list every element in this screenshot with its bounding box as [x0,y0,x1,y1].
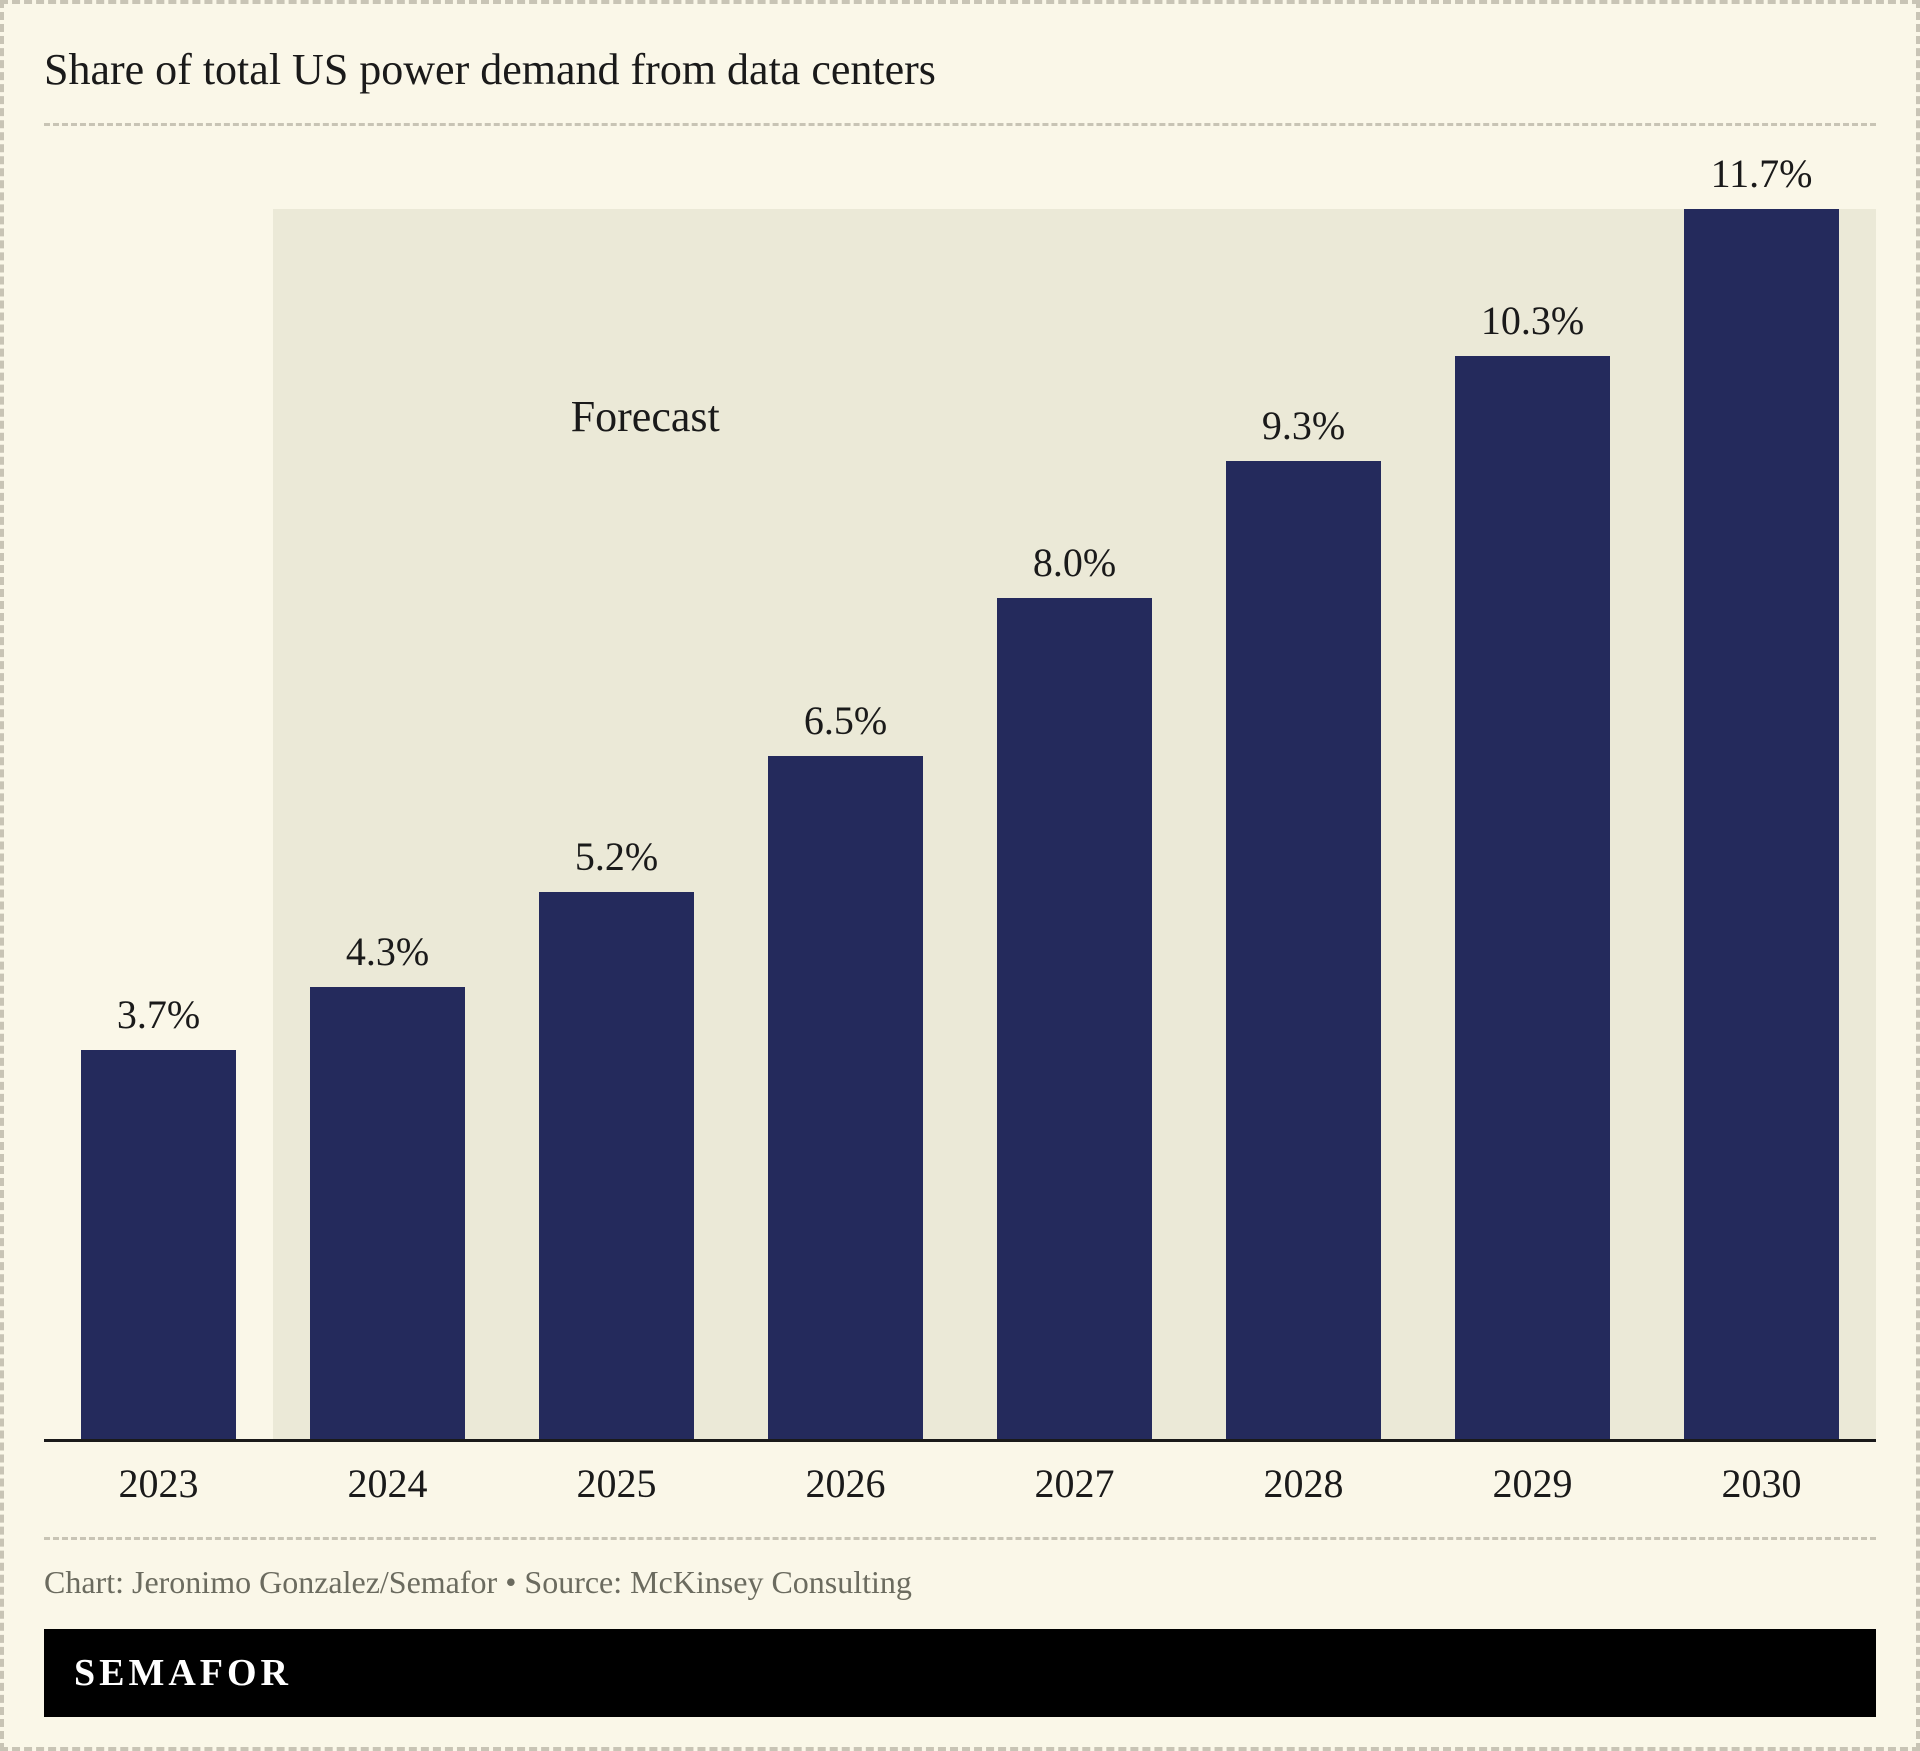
bar [768,756,924,1439]
bar-value-label: 10.3% [1481,297,1584,344]
bar-col: 5.2% [502,146,731,1439]
brand-bar: SEMAFOR [44,1629,1876,1717]
chart-container: Share of total US power demand from data… [0,0,1920,1751]
bar-value-label: 3.7% [117,991,200,1038]
x-axis-label: 2030 [1647,1460,1876,1507]
x-axis-label: 2029 [1418,1460,1647,1507]
bar-col: 6.5% [731,146,960,1439]
x-axis-label: 2028 [1189,1460,1418,1507]
bar-value-label: 4.3% [346,928,429,975]
x-axis-label: 2025 [502,1460,731,1507]
bar [539,892,695,1439]
x-axis-label: 2026 [731,1460,960,1507]
bar-value-label: 5.2% [575,833,658,880]
bar-value-label: 11.7% [1711,150,1813,197]
bar-value-label: 6.5% [804,697,887,744]
x-axis-labels: 20232024202520262027202820292030 [44,1460,1876,1507]
bar [1226,461,1382,1439]
bar-col: 9.3% [1189,146,1418,1439]
brand-text: SEMAFOR [74,1652,292,1694]
bar-col: 10.3% [1418,146,1647,1439]
x-axis-label: 2023 [44,1460,273,1507]
bar-col: 4.3% [273,146,502,1439]
bar [1455,356,1611,1439]
bar [1684,209,1840,1439]
bar-col: 11.7% [1647,146,1876,1439]
bar [310,987,466,1439]
bar-value-label: 8.0% [1033,539,1116,586]
plot-area: Forecast 3.7%4.3%5.2%6.5%8.0%9.3%10.3%11… [44,146,1876,1442]
bar-col: 3.7% [44,146,273,1439]
bar [81,1050,237,1439]
divider-top [44,123,1876,126]
chart-credit: Chart: Jeronimo Gonzalez/Semafor • Sourc… [44,1540,1876,1629]
bars-row: 3.7% 4.3% 5.2% 6.5% 8.0% 9.3% 10.3% 11.7% [44,146,1876,1442]
bar-col: 8.0% [960,146,1189,1439]
bar [997,598,1153,1439]
x-axis-label: 2027 [960,1460,1189,1507]
bar-value-label: 9.3% [1262,402,1345,449]
x-axis-label: 2024 [273,1460,502,1507]
chart-title: Share of total US power demand from data… [44,44,1876,123]
